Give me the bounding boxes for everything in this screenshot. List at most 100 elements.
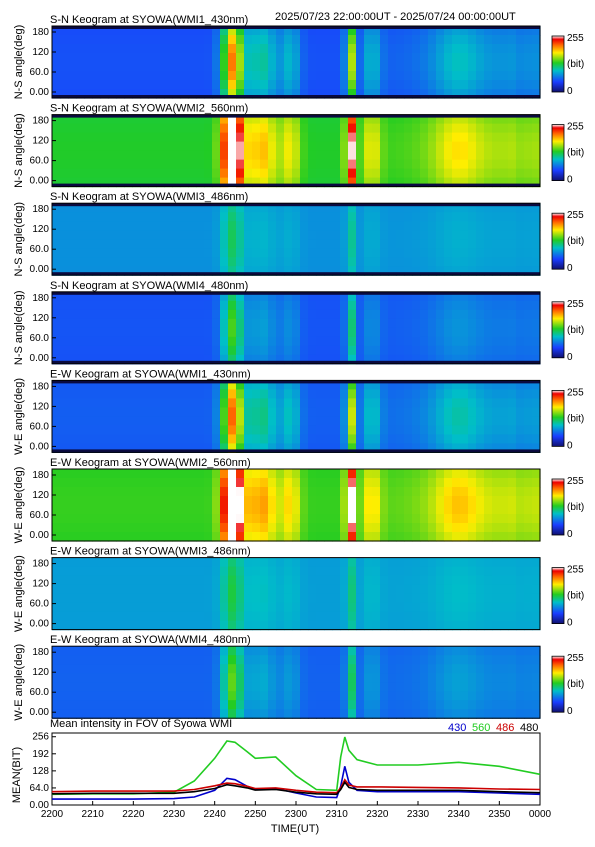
keogram-cell [348, 318, 357, 329]
keogram-cell [356, 150, 365, 161]
keogram-cell [380, 532, 389, 542]
keogram-cell [260, 150, 269, 161]
colorbar-unit: (bit) [567, 325, 584, 336]
keogram-cell [324, 80, 333, 90]
keogram-cell [268, 416, 277, 426]
keogram-cell [516, 309, 525, 320]
keogram-cell [68, 132, 77, 143]
keogram-cell [236, 89, 245, 99]
keogram-cell [380, 318, 389, 329]
keogram-cell [468, 655, 477, 665]
keogram-cell [316, 434, 325, 444]
keogram-cell [60, 566, 69, 577]
keogram-cell [124, 150, 133, 161]
keogram-cell [508, 575, 517, 586]
keogram-cell [300, 602, 309, 613]
keogram-cell [460, 425, 469, 435]
keogram-cell [388, 584, 397, 595]
keogram-cell [428, 691, 437, 701]
keogram-cell [132, 584, 141, 595]
keogram-panel: E-W Keogram at SYOWA(WMI2_560nm)18012060… [13, 457, 584, 543]
keogram-cell [396, 709, 405, 719]
keogram-cell [356, 141, 365, 152]
keogram-cell [388, 532, 397, 542]
keogram-frame [51, 114, 541, 188]
keogram-cell [508, 682, 517, 692]
keogram-cell [236, 532, 245, 542]
keogram-cell [92, 53, 101, 63]
keogram-cell [332, 434, 341, 444]
keogram-cell [316, 673, 325, 683]
keogram-cell [92, 44, 101, 54]
keogram-cell [180, 89, 189, 99]
keogram-cell [452, 514, 461, 524]
keogram-cell [92, 664, 101, 674]
keogram-cell [428, 300, 437, 311]
keogram-cell [212, 575, 221, 586]
keogram-cell [396, 168, 405, 179]
keogram-cell [180, 443, 189, 453]
keogram-cell [116, 35, 125, 45]
keogram-cell [124, 248, 133, 258]
keogram-cell [388, 257, 397, 267]
keogram-cell [204, 380, 213, 390]
keogram-cell [468, 150, 477, 161]
keogram-cell [436, 168, 445, 179]
keogram-cell [212, 35, 221, 45]
y-tick-label: 180 [32, 559, 49, 570]
keogram-cell [84, 177, 93, 188]
keogram-cell [388, 380, 397, 390]
keogram-cell [60, 132, 69, 143]
keogram-cell [468, 248, 477, 258]
keogram-cell [476, 300, 485, 311]
keogram-cell [132, 62, 141, 72]
keogram-cell [308, 26, 317, 36]
keogram-cell [252, 389, 261, 399]
keogram-cell [156, 62, 165, 72]
keogram-cell [212, 380, 221, 390]
keogram-cell [76, 620, 85, 631]
keogram-cell [172, 611, 181, 622]
keogram-cell [484, 44, 493, 54]
keogram-cell [236, 514, 245, 524]
keogram-cell [76, 141, 85, 152]
keogram-cell [380, 434, 389, 444]
keogram-cell [124, 336, 133, 347]
keogram-cell [308, 443, 317, 453]
keogram-cell [108, 257, 117, 267]
keogram-cell [316, 469, 325, 479]
keogram-cell [228, 44, 237, 54]
keogram-cell [236, 434, 245, 444]
keogram-cell [276, 257, 285, 267]
keogram-cell [348, 478, 357, 488]
keogram-cell [444, 248, 453, 258]
keogram-cell [532, 62, 541, 72]
keogram-cell [156, 35, 165, 45]
colorbar-max: 255 [567, 299, 584, 310]
keogram-cell [212, 709, 221, 719]
keogram-cell [340, 566, 349, 577]
keogram-cell [516, 416, 525, 426]
keogram-cell [276, 26, 285, 36]
keogram-cell [124, 230, 133, 240]
keogram-cell [52, 425, 61, 435]
keogram-cell [508, 416, 517, 426]
keogram-cell [116, 248, 125, 258]
keogram-cell [308, 159, 317, 170]
keogram-cell [92, 132, 101, 143]
keogram-cell [412, 664, 421, 674]
keogram-cell [372, 443, 381, 453]
keogram-cell [420, 26, 429, 36]
keogram-cell [324, 443, 333, 453]
keogram-cell [156, 221, 165, 231]
keogram-cell [60, 532, 69, 542]
keogram-edge [52, 26, 540, 29]
keogram-cell [52, 691, 61, 701]
keogram-cell [364, 62, 373, 72]
keogram-cell [180, 336, 189, 347]
keogram-cell [524, 141, 533, 152]
keogram-cell [524, 150, 533, 161]
keogram-cell [428, 239, 437, 249]
keogram-cell [404, 646, 413, 656]
keogram-cell [396, 221, 405, 231]
